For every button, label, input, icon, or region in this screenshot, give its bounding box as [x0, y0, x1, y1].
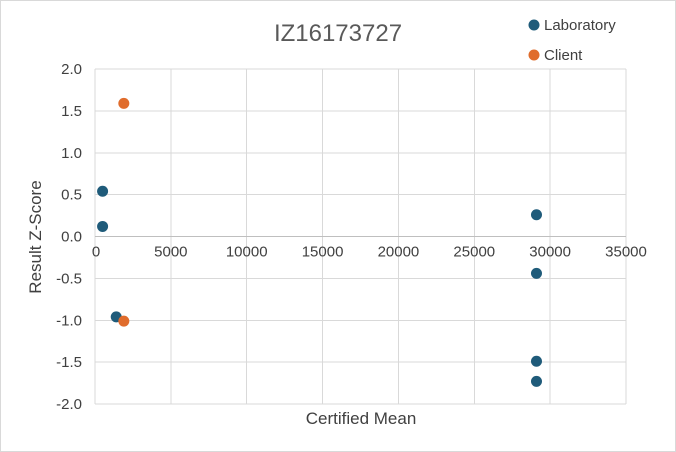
y-axis-label: Result Z-Score	[26, 180, 45, 293]
x-tick-label: 0	[92, 244, 100, 261]
y-tick-label: -1.5	[56, 354, 82, 371]
laboratory-point	[530, 209, 542, 221]
legend-label-client: Client	[544, 47, 583, 64]
x-tick-label: 5000	[154, 244, 187, 261]
laboratory-point	[97, 220, 109, 232]
x-tick-label: 20000	[378, 244, 420, 261]
y-tick-label: 0.5	[61, 187, 82, 204]
legend-marker-laboratory	[528, 19, 540, 31]
x-tick-label: 35000	[605, 244, 647, 261]
x-tick-label: 15000	[302, 244, 344, 261]
x-tick-label: 10000	[226, 244, 268, 261]
client-point	[118, 97, 130, 109]
x-tick-label: 30000	[529, 244, 571, 261]
y-tick-label: 1.0	[61, 145, 82, 162]
legend-label-laboratory: Laboratory	[544, 17, 616, 34]
chart-title: IZ16173727	[274, 20, 402, 47]
laboratory-point	[530, 355, 542, 367]
y-tick-label: -1.0	[56, 312, 82, 329]
x-axis-label: Certified Mean	[306, 409, 417, 428]
y-tick-label: 1.5	[61, 103, 82, 120]
y-tick-label: 2.0	[61, 61, 82, 78]
legend-marker-client	[528, 49, 540, 61]
y-tick-label: 0.0	[61, 229, 82, 246]
x-tick-label: 25000	[453, 244, 495, 261]
legend-layer: Laboratory Client	[528, 17, 616, 64]
point-layer	[97, 97, 542, 387]
laboratory-point	[530, 375, 542, 387]
y-tick-label: -2.0	[56, 396, 82, 413]
client-point	[118, 315, 130, 327]
laboratory-point	[530, 267, 542, 279]
y-tick-label: -0.5	[56, 270, 82, 287]
label-layer: 0 5000 10000 15000 20000 25000 30000 35000 2.0 1.…	[56, 61, 647, 413]
laboratory-point	[97, 185, 109, 197]
